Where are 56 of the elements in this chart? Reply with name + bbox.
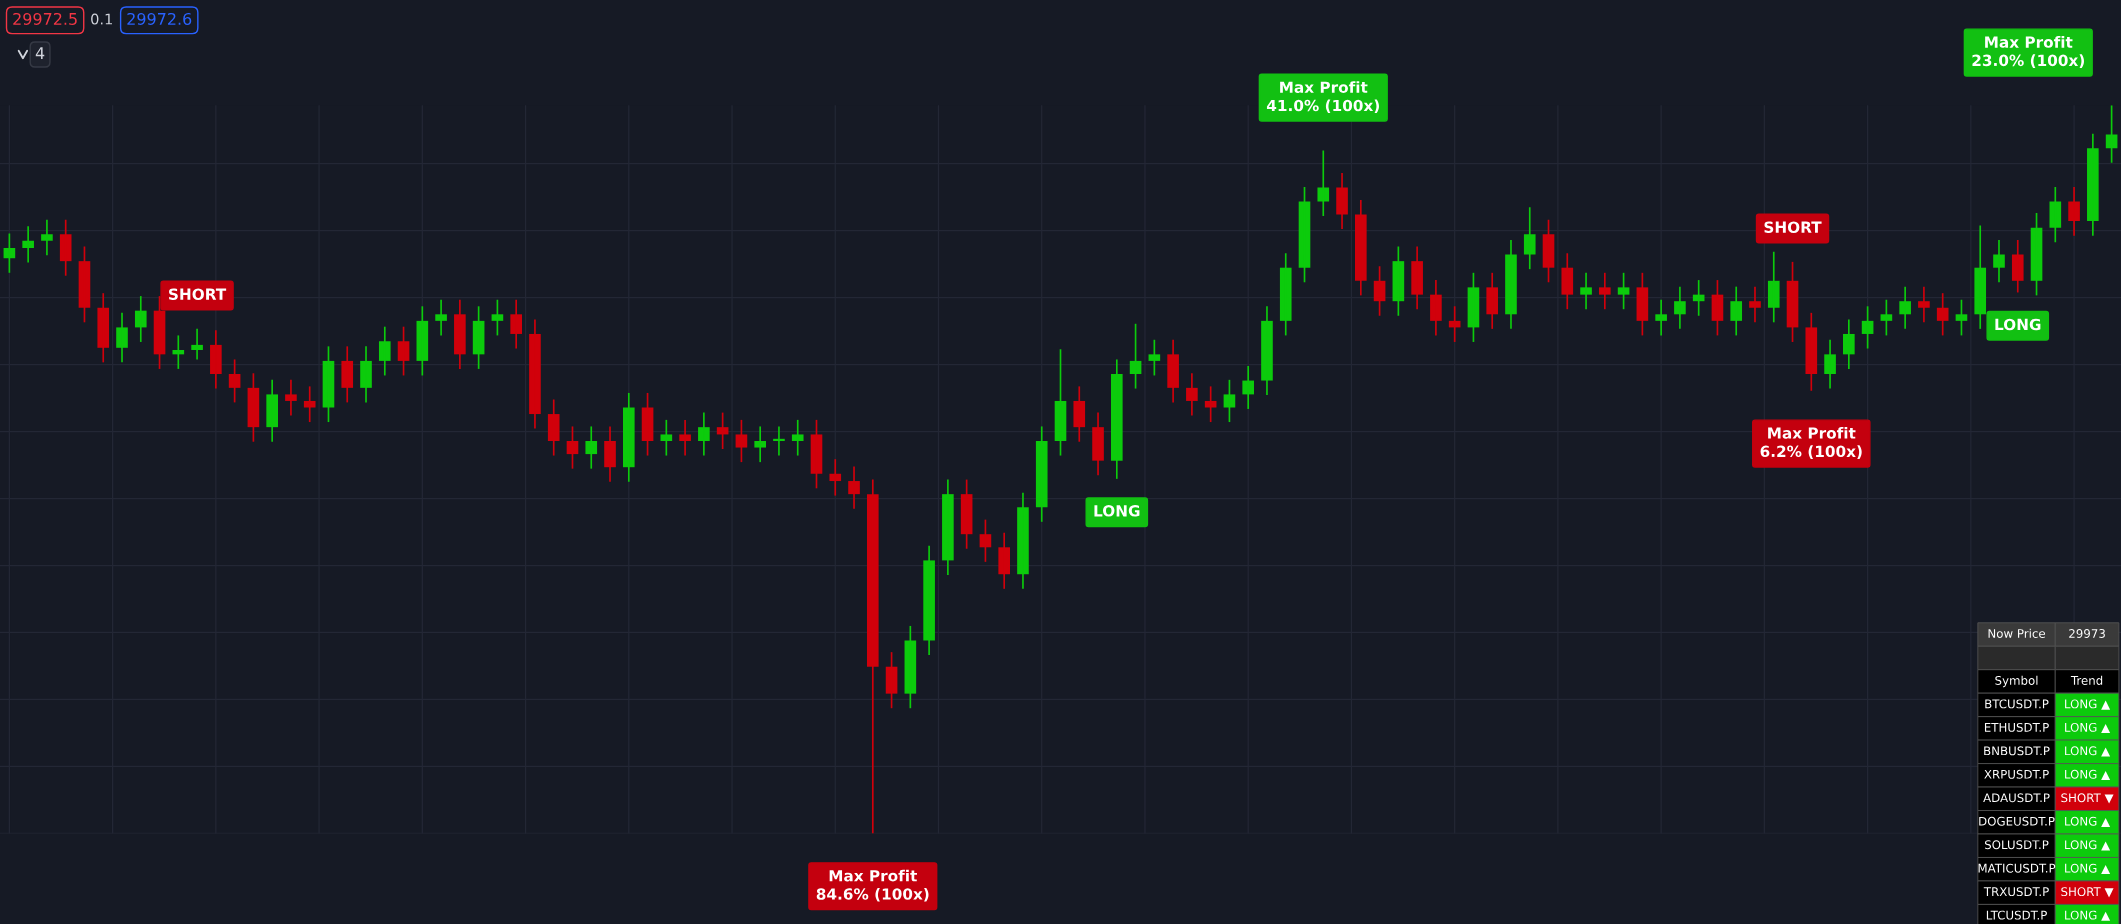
- text: 29972.6: [127, 12, 192, 25]
- text: 29972.5: [13, 12, 77, 25]
- text: 0.1: [91, 13, 112, 25]
- candlestick: [303, 385, 316, 423]
- annotation: LONG ▲: [2065, 722, 2111, 734]
- text: MATICUSDT.P: [1978, 863, 2056, 873]
- candlestick: [679, 419, 691, 457]
- candlestick: [1223, 378, 1236, 423]
- annotation: Max Profit 6.2% (100x): [1760, 427, 1862, 459]
- annotation: SHORT ▼: [2061, 793, 2114, 804]
- candlestick: [41, 218, 53, 257]
- text: Max Profit 23.0% (100x): [1972, 36, 2084, 68]
- annotation: LONG: [1094, 505, 1140, 517]
- text: LONG ▲: [2065, 910, 2111, 921]
- candlestick: [1955, 298, 1968, 337]
- text: LONG ▲: [2065, 863, 2111, 874]
- candlestick: [1918, 285, 1930, 324]
- candlestick: [435, 298, 447, 337]
- candlestick: [754, 425, 766, 463]
- text: SHORT ▼: [2061, 887, 2114, 898]
- annotation: 29973: [2069, 629, 2105, 638]
- candlestick: [285, 378, 297, 417]
- text: Max Profit 84.6% (100x): [816, 869, 929, 902]
- annotation: Symbol: [1995, 675, 2038, 688]
- annotation: ADAUSDT.P: [1983, 793, 2050, 803]
- candlestick: [735, 419, 748, 463]
- candlestick: [1749, 285, 1761, 324]
- text: 4: [35, 47, 45, 59]
- candlestick: [1148, 338, 1161, 377]
- annotation: Max Profit 41.0% (100x): [1266, 81, 1379, 114]
- annotation: DOGEUSDT.P: [1979, 816, 2055, 826]
- text: TRXUSDT.P: [1983, 887, 2049, 897]
- candlestick: [791, 419, 804, 457]
- annotation: SHORT: [169, 288, 227, 300]
- annotation: LONG: [1995, 318, 2041, 331]
- annotation: LONG ▲: [2065, 699, 2111, 710]
- candlestick: [1580, 271, 1592, 311]
- annotation: LONG ▲: [2065, 769, 2111, 781]
- candlestick: [1655, 298, 1667, 337]
- annotation: Now Price: [1988, 628, 2046, 638]
- candlestick: [1599, 271, 1611, 311]
- annotation: XRPUSDT.P: [1984, 769, 2049, 779]
- annotation: SHORT: [1764, 221, 1822, 233]
- candlestick: [1880, 298, 1893, 337]
- candlestick: [1204, 385, 1217, 423]
- annotation: BNBUSDT.P: [1984, 746, 2050, 756]
- candlestick: [1617, 271, 1630, 311]
- text: LTCUSDT.P: [1986, 910, 2047, 920]
- text: LONG ▲: [2065, 840, 2111, 851]
- annotation: LONG ▲: [2065, 746, 2111, 757]
- annotation: LONG ▲: [2065, 816, 2111, 827]
- annotation: ETHUSDT.P: [1984, 722, 2049, 732]
- annotation: BTCUSDT.P: [1985, 699, 2049, 709]
- text: SOLUSDT.P: [1984, 840, 2049, 850]
- annotation: Trend: [2070, 675, 2103, 685]
- candlestick: [491, 298, 504, 337]
